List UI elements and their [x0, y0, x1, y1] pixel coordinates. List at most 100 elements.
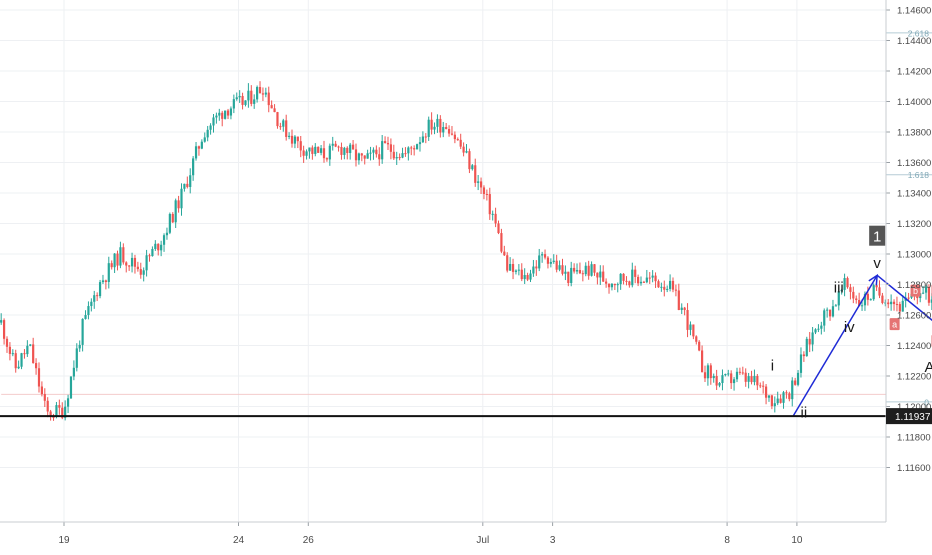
candle-body [137, 267, 139, 269]
candle-body [602, 272, 604, 282]
candle-body [750, 376, 752, 382]
price-tick-label: 1.12400 [897, 341, 931, 352]
price-axis[interactable]: 1.116001.118001.120001.122001.124001.126… [886, 0, 932, 522]
candle-body [131, 258, 133, 266]
time-tick-label: 24 [233, 535, 245, 546]
candle-body [166, 233, 168, 235]
candle-body [556, 261, 558, 270]
candle-body [160, 245, 162, 251]
price-tick-label: 1.12800 [897, 280, 931, 291]
candle-body [282, 120, 284, 126]
candle-body [660, 287, 662, 288]
candle-body [745, 373, 747, 382]
candle-body [489, 194, 491, 214]
candle-body [588, 266, 590, 276]
candle-body [713, 376, 715, 378]
price-tick-label: 1.13800 [897, 128, 931, 139]
candle-body [471, 165, 473, 169]
price-tick-label: 1.13400 [897, 189, 931, 200]
candle-body [870, 299, 872, 300]
candle-body [204, 137, 206, 141]
candle-body [727, 373, 729, 374]
candle-body [707, 365, 709, 378]
price-tick-label: 1.14400 [897, 36, 931, 47]
candle-body [457, 139, 459, 140]
candle-body [800, 354, 802, 372]
candle-body [669, 281, 671, 289]
candle-body [256, 87, 258, 99]
candle-body [134, 258, 136, 267]
fib-level-label: 1.618 [908, 170, 930, 180]
candle-body [550, 262, 552, 264]
candle-body [666, 289, 668, 290]
candle-body [829, 310, 831, 317]
candle-body [468, 151, 470, 169]
candle-body [44, 394, 46, 401]
candle-body [797, 373, 799, 385]
candle-body [180, 189, 182, 209]
candle-body [620, 274, 622, 284]
candle-body [253, 99, 255, 103]
candle-body [111, 263, 113, 267]
candle-body [855, 298, 857, 300]
candle-body [867, 294, 869, 300]
candle-body [875, 285, 877, 287]
candle-body [419, 142, 421, 144]
candle-body [329, 146, 331, 160]
candle-body [515, 271, 517, 272]
candle-body [259, 87, 261, 93]
candle-body [349, 145, 351, 153]
candle-body [701, 350, 703, 372]
candle-body [756, 376, 758, 385]
candle-body [541, 254, 543, 255]
price-tick-label: 1.12600 [897, 311, 931, 322]
price-tick-label: 1.13000 [897, 250, 931, 261]
candle-body [148, 255, 150, 256]
current-price-label: 1.11937 [895, 412, 931, 423]
candle-body [326, 158, 328, 159]
candle-body [611, 284, 613, 287]
candle-body [332, 144, 334, 146]
candle-body [122, 247, 124, 262]
candle-body [79, 345, 81, 349]
candle-body [436, 119, 438, 127]
candle-body [337, 147, 339, 148]
candle-body [317, 147, 319, 153]
candle-body [279, 126, 281, 127]
candle-body [3, 320, 5, 339]
candle-body [762, 386, 764, 387]
candle-body [198, 146, 200, 148]
candle-body [573, 268, 575, 272]
candle-body [492, 214, 494, 215]
price-tick-label: 1.12200 [897, 372, 931, 383]
candle-body [596, 273, 598, 278]
candle-body [448, 129, 450, 134]
candle-body [506, 255, 508, 270]
candle-body [873, 285, 875, 299]
candle-body [512, 264, 514, 272]
candle-body [387, 143, 389, 144]
candle-body [652, 276, 654, 278]
candle-body [686, 310, 688, 330]
price-tick-label: 1.13600 [897, 158, 931, 169]
price-tick-label: 1.14600 [897, 6, 931, 17]
candle-body [18, 367, 20, 368]
candle-body [451, 134, 453, 135]
candle-body [846, 278, 848, 287]
candle-body [247, 91, 249, 101]
candle-body [494, 214, 496, 224]
time-axis[interactable]: 192426Jul3810151722 [0, 522, 932, 546]
candle-body [812, 332, 814, 344]
candle-body [183, 184, 185, 189]
candle-body [777, 399, 779, 404]
candle-body [32, 344, 34, 363]
candle-body [239, 96, 241, 97]
candle-body [823, 310, 825, 325]
candle-body [524, 275, 526, 279]
candle-body [416, 144, 418, 149]
candle-body [294, 137, 296, 144]
candle-body [9, 347, 11, 354]
